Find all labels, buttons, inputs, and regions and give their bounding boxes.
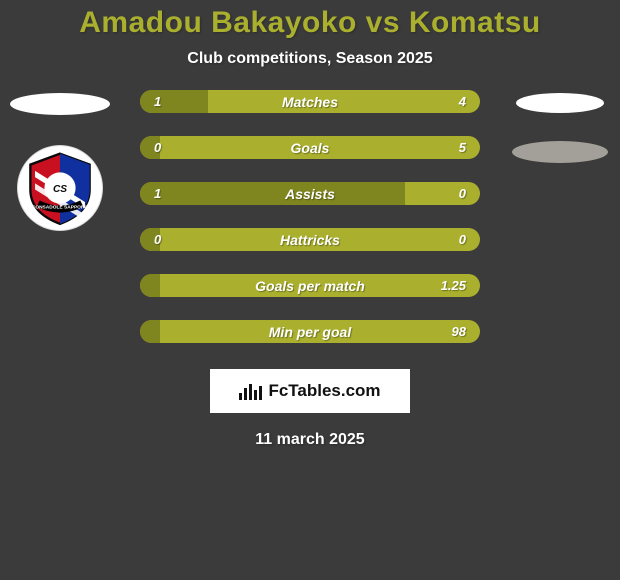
comparison-chart: CS CONSADOLE SAPPORO 14Matches 05Goals 10A… — [0, 90, 620, 343]
date-label: 11 march 2025 — [255, 431, 364, 449]
player-ellipse-icon — [512, 141, 608, 163]
bar-row: 1.25Goals per match — [140, 274, 480, 297]
consadole-sapporo-crest-svg: CS CONSADOLE SAPPORO — [21, 149, 99, 227]
brand-box: FcTables.com — [210, 369, 410, 413]
bars-container: 14Matches 05Goals 10Assists 00Hattricks 1.25… — [140, 90, 480, 343]
page-title: Amadou Bakayoko vs Komatsu — [79, 6, 540, 40]
club-crest-icon: CS CONSADOLE SAPPORO — [17, 145, 103, 231]
bar-row: 10Assists — [140, 182, 480, 205]
bar-label: Goals — [140, 140, 480, 156]
right-side-column — [500, 90, 620, 163]
bar-label: Hattricks — [140, 232, 480, 248]
bar-row: 05Goals — [140, 136, 480, 159]
svg-text:CONSADOLE SAPPORO: CONSADOLE SAPPORO — [32, 204, 89, 210]
bar-label: Assists — [140, 186, 480, 202]
svg-text:CS: CS — [53, 184, 67, 195]
brand-bars-icon — [239, 382, 262, 400]
bar-label: Goals per match — [140, 278, 480, 294]
bar-label: Matches — [140, 94, 480, 110]
subtitle: Club competitions, Season 2025 — [187, 50, 432, 68]
bar-row: 98Min per goal — [140, 320, 480, 343]
bar-row: 00Hattricks — [140, 228, 480, 251]
left-side-column: CS CONSADOLE SAPPORO — [0, 90, 120, 231]
bar-label: Min per goal — [140, 324, 480, 340]
bar-row: 14Matches — [140, 90, 480, 113]
player-ellipse-icon — [10, 93, 110, 115]
brand-text: FcTables.com — [268, 381, 380, 401]
player-ellipse-icon — [516, 93, 604, 113]
